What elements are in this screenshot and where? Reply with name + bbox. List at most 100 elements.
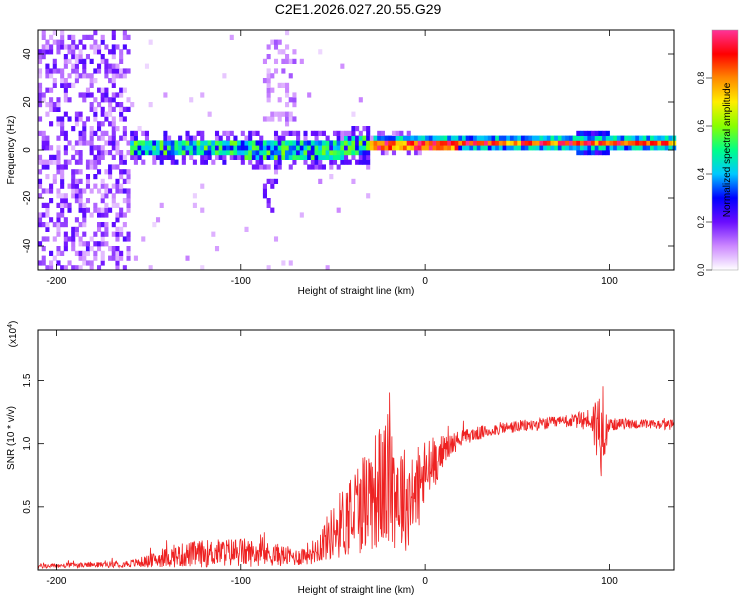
- spectrogram-cell: [650, 140, 655, 146]
- spectrogram-cell: [273, 130, 279, 136]
- spectrogram-cell: [605, 150, 610, 156]
- spectrogram-cell: [638, 135, 644, 141]
- spectrogram-cell: [565, 140, 570, 146]
- spectrogram-cell: [122, 30, 127, 36]
- spectrogram-cell: [82, 222, 87, 228]
- spectrogram-cell: [336, 150, 341, 156]
- spectrogram-cell: [310, 145, 315, 151]
- spectrogram-cell: [38, 159, 43, 165]
- spectrogram-cell: [358, 135, 363, 141]
- spectrogram-cell: [148, 39, 153, 45]
- spectrogram-cell: [450, 140, 456, 146]
- spectrogram-cell: [395, 140, 400, 146]
- spectrogram-cell: [248, 159, 253, 165]
- spectrogram-cell: [432, 140, 437, 146]
- spectrogram-cell: [340, 63, 345, 69]
- spectrogram-cell: [568, 135, 574, 141]
- spectrogram-cell: [100, 92, 105, 98]
- spectrogram-cell: [391, 135, 397, 141]
- x-tick-label: -100: [231, 276, 251, 287]
- spectrogram-cell: [458, 140, 463, 146]
- spectrogram-cell: [89, 260, 94, 266]
- spectrogram-cell: [642, 145, 647, 151]
- spectrogram-cell: [646, 140, 651, 146]
- spectrogram-cell: [458, 135, 463, 141]
- spectrogram-cell: [314, 140, 319, 146]
- spectrogram-cell: [78, 39, 83, 45]
- spectrogram-cell: [119, 169, 124, 175]
- spectrogram-cell: [484, 140, 489, 146]
- spectrogram-cell: [366, 140, 371, 146]
- x-tick-label: 100: [601, 576, 618, 587]
- spectrogram-cell: [557, 145, 562, 151]
- spectrogram-cell: [229, 130, 234, 136]
- colorbar-ticks: 0.0 0.2 0.4 0.6 0.8: [696, 72, 712, 276]
- spectrogram-cell: [115, 212, 120, 218]
- spectrogram-cell: [100, 87, 105, 93]
- spectrogram-cell: [344, 154, 349, 160]
- spectrogram-cell: [358, 150, 363, 156]
- spectrogram-cell: [93, 44, 98, 50]
- spectrogram-cell: [270, 145, 275, 151]
- spectrogram-cell: [100, 260, 105, 266]
- spectrogram-cell: [594, 150, 599, 156]
- spectrogram-cell: [96, 188, 102, 194]
- spectrogram-cell: [126, 255, 131, 261]
- spectrogram-cell: [325, 140, 330, 146]
- spectrogram-cell: [38, 87, 43, 93]
- spectrogram-cell: [299, 154, 304, 160]
- spectrogram-cell: [126, 49, 131, 55]
- spectrogram-cell: [63, 63, 68, 69]
- spectrogram-cell: [362, 159, 367, 165]
- spectrogram-cell: [71, 265, 76, 271]
- spectrogram-cell: [465, 140, 470, 146]
- spectrogram-cell: [336, 135, 341, 141]
- spectrogram-cell: [137, 150, 142, 156]
- spectrogram-cell: [78, 265, 83, 271]
- spectrogram-cell: [336, 154, 341, 160]
- spectrogram-cell: [259, 135, 264, 141]
- spectrogram-cell: [273, 236, 279, 242]
- spectrogram-cell: [100, 193, 105, 199]
- y-tick-label: 0.5: [22, 499, 33, 513]
- spectrogram-cell: [465, 145, 470, 151]
- spectrogram-cell: [111, 68, 116, 74]
- spectrogram-cell: [281, 130, 286, 136]
- spectrogram-cell: [487, 145, 492, 151]
- spectrogram-cell: [568, 140, 574, 146]
- spectrogram-cell: [89, 130, 94, 136]
- spectrogram-cell: [189, 145, 194, 151]
- spectrogram-cell: [270, 39, 275, 45]
- spectrogram-cell: [513, 135, 518, 141]
- spectrogram-cell: [366, 145, 371, 151]
- spectrogram-cell: [214, 140, 220, 146]
- spectrogram-cell: [620, 140, 625, 146]
- spectrogram-cell: [126, 97, 131, 103]
- spectrogram-cell: [74, 78, 79, 84]
- spectrogram-cell: [56, 97, 61, 103]
- spectrogram-cell: [307, 154, 312, 160]
- spectrogram-cell: [509, 140, 515, 146]
- spectrogram-cell: [78, 169, 83, 175]
- spectrogram-cell: [89, 58, 94, 64]
- spectrogram-cell: [222, 130, 227, 136]
- spectrogram-cell: [96, 102, 102, 108]
- spectrogram-cell: [214, 150, 220, 156]
- spectrogram-cell: [104, 193, 109, 199]
- spectrogram-cell: [52, 58, 57, 64]
- spectrogram-cell: [248, 130, 253, 136]
- spectrogram-cell: [126, 68, 131, 74]
- spectrogram-cell: [93, 145, 98, 151]
- spectrogram-cell: [399, 135, 404, 141]
- spectrogram-cell: [111, 145, 116, 151]
- spectrogram-cell: [63, 87, 68, 93]
- spectrogram-cell: [251, 154, 256, 160]
- spectrogram-cell: [535, 135, 540, 141]
- spectrogram-cell: [85, 164, 91, 170]
- spectrogram-cell: [82, 217, 87, 223]
- spectrogram-cell: [285, 82, 290, 88]
- spectrogram-cell: [141, 236, 146, 242]
- spectrogram-cell: [277, 39, 282, 45]
- spectrogram-cell: [288, 145, 293, 151]
- spectrogram-cells: [38, 30, 677, 271]
